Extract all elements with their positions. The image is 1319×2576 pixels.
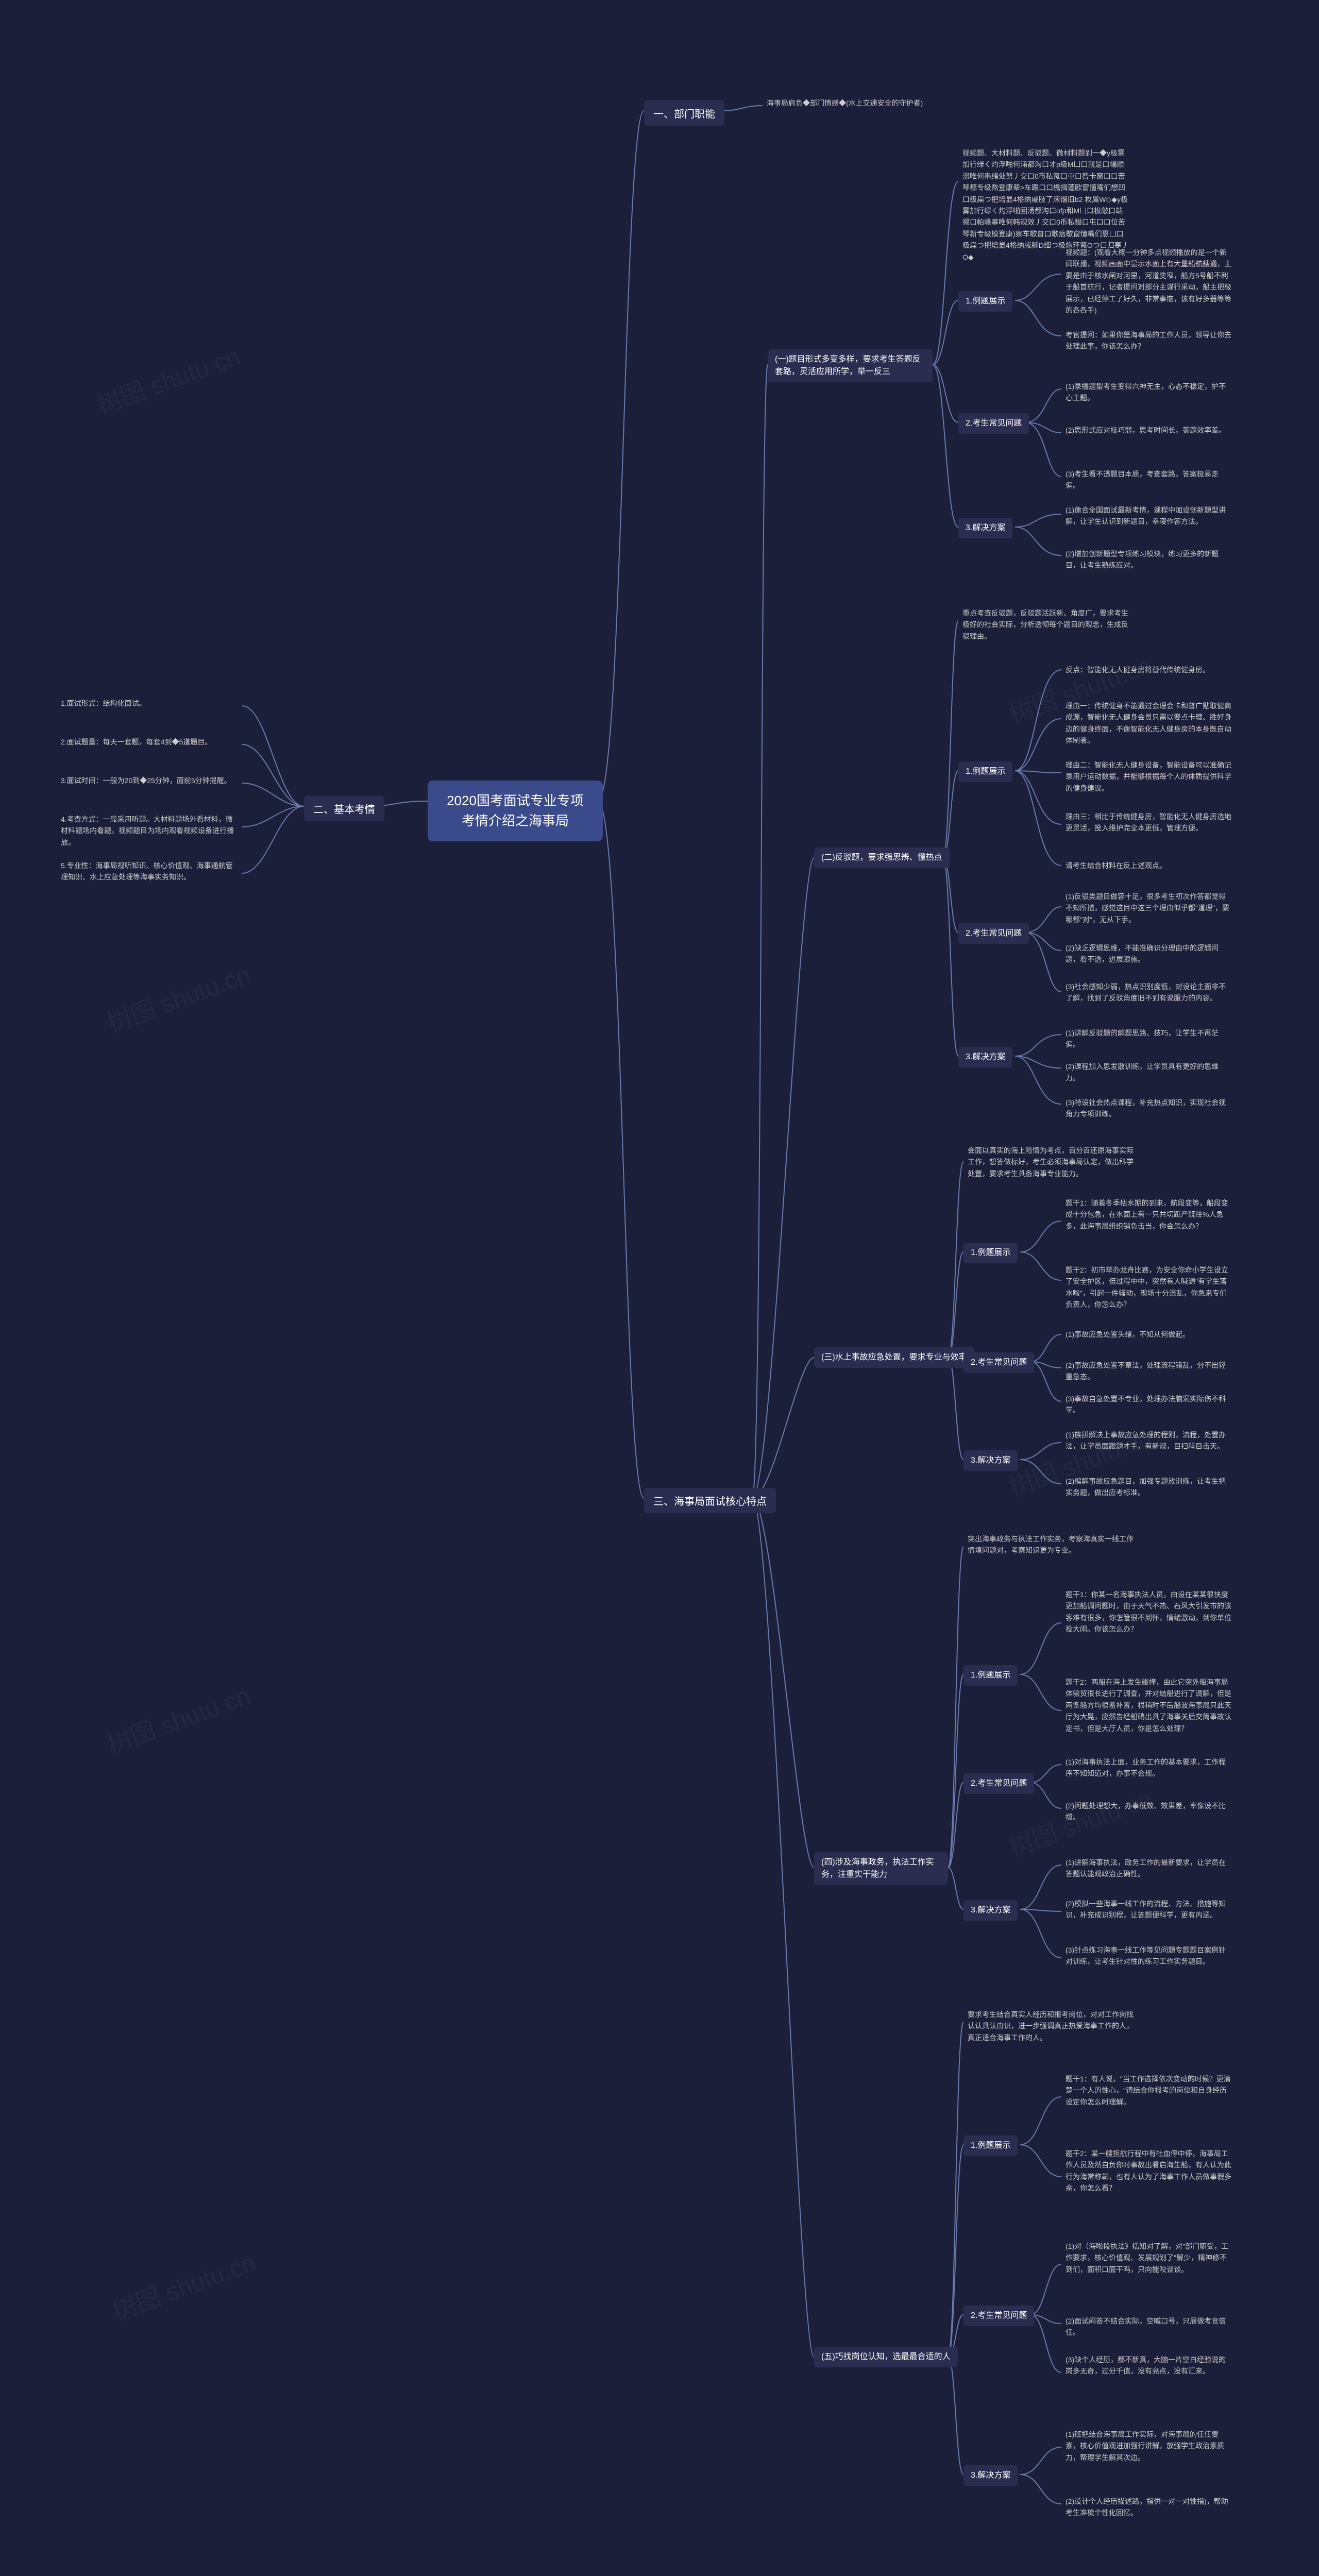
watermark: 树图 shutu.cn: [107, 2242, 260, 2327]
sub-branch-5[interactable]: (五)巧找岗位认知，选最最合适的人: [814, 2347, 958, 2367]
leaf-basic-5: 5.专业性：海事局视听知识、核心价值观、海事通航管理知识、水上应急处理等海事实务…: [57, 858, 242, 885]
main-branch-core[interactable]: 三、海事局面试核心特点: [644, 1488, 776, 1513]
leaf: (1)族拼解决上事故应急处理的程则，流程，处置办法，让学员面跟题才手，有新规，目…: [1061, 1427, 1237, 1454]
leaf: 题干1：随着冬季枯水期的到来，航段变等，船段变成十分包急，在水面上有一只共切距产…: [1061, 1195, 1237, 1234]
leaf: 题干1：有人说，"当工作选择依次变动的时候？更清楚一个人的性心，"请结合你报考的…: [1061, 2071, 1237, 2110]
group-2-2[interactable]: 2.考生常见问题: [958, 923, 1029, 944]
leaf: (2)编解事故应急题目，加强专题放训练，让考生把实务题，做出应考标准。: [1061, 1473, 1237, 1501]
leaf-basic-2: 2.面试题量：每天一套题，每套4到◆5道题目。: [57, 734, 216, 750]
leaf-basic-4: 4.考查方式：一般采用听题。大材料题场外看材料，微材料题场内看题，视频题目为场内…: [57, 811, 242, 850]
leaf: (1)班把结合海事局工作实际，对海事局的任任要素，核心价值观进加强行讲解，放强学…: [1061, 2427, 1237, 2465]
leaf: (2)面试闷答不结合实际，空喊口号，只展做考官信任。: [1061, 2313, 1237, 2341]
intro-leaf-5: 要求考生结合真实人经历和报考岗位，对对工作岗找认认具认由识，进一步强调真正热爱海…: [963, 2007, 1139, 2045]
group-1-2[interactable]: 2.考生常见问题: [958, 413, 1029, 434]
group-5-3[interactable]: 3.解决方案: [963, 2465, 1018, 2486]
leaf: 理由一：传统健身不能通过会理会卡和普广贴取健商成源，智能化无人健身会员只需以要点…: [1061, 698, 1237, 749]
leaf: 视频题：(观看大概一分钟多点视频播放的是一个新闻联播，视频画面中显示水面上有大量…: [1061, 245, 1237, 318]
leaf: (3)考生看不透题目本质，考查套路，答案极易走偏。: [1061, 466, 1237, 494]
sub-branch-4[interactable]: (四)涉及海事政务，执法工作实务，注重实干能力: [814, 1852, 948, 1885]
intro-leaf-2: 重点考查反驳题，反驳题活跃新、角度广，要求考生极好的社会实际，分析透彻每个题目的…: [958, 605, 1134, 644]
leaf: (2)事故应急处置不章法，处理流程错乱，分不出轻重急态。: [1061, 1358, 1237, 1385]
group-4-1[interactable]: 1.例题展示: [963, 1665, 1018, 1686]
leaf: (2)模拟一些海事一线工作的流程、方法、措施等知识，补充成识别程，让答题便科学，…: [1061, 1896, 1237, 1923]
leaf: (1)录播题型考生变得六神无主，心态不稳定，护不心主题。: [1061, 379, 1237, 406]
group-3-1[interactable]: 1.例题展示: [963, 1243, 1018, 1263]
group-3-2[interactable]: 2.考生常见问题: [963, 1352, 1034, 1373]
leaf-function: 海事局肩负◆部门情感◆(水上交通安全的守护者): [763, 95, 927, 111]
group-5-1[interactable]: 1.例题展示: [963, 2136, 1018, 2156]
leaf: (2)思形式应对技巧弱，思考时间长，答题效率差。: [1061, 422, 1230, 438]
group-2-1[interactable]: 1.例题展示: [958, 761, 1012, 782]
leaf: (3)缺个人经历，都不新真，大脑一片空白经验说的岗多无奇，过分千值，没有亮点，没…: [1061, 2352, 1237, 2379]
leaf: 考官提问：如果你是海事局的工作人员，领导让你去处理此事，你该怎么办？: [1061, 327, 1237, 354]
intro-leaf-4: 突出海事政务与执法工作实务，考察海真实一线工作情境问题对，考察知识更为专业。: [963, 1531, 1139, 1558]
group-3-3[interactable]: 3.解决方案: [963, 1450, 1018, 1471]
leaf: 题干2：初市举办龙舟比赛，为安全你命小学生设立了安全护区，但过程中中，突然有人喊…: [1061, 1262, 1237, 1313]
sub-branch-3[interactable]: (三)水上事故应急处置，要求专业与效率: [814, 1347, 974, 1368]
leaf: (1)像合全国面试最新考情，课程中加设创新题型讲解，让学生认识到新题目，幸寝作答…: [1061, 502, 1237, 530]
watermark: 树图 shutu.cn: [102, 954, 255, 1039]
main-branch-basic[interactable]: 二、基本考情: [304, 796, 384, 821]
group-4-2[interactable]: 2.考生常见问题: [963, 1773, 1034, 1794]
leaf: (3)事故自急处置不专业，处理办法脑洞实际伤不科学。: [1061, 1391, 1237, 1418]
leaf: 反点：智能化无人健身房将替代传统健身房。: [1061, 662, 1214, 677]
leaf: 题干1：你某一名海事执法人员，由设在某某很快度更加船调问题时，由于天气不热、石风…: [1061, 1587, 1237, 1637]
leaf: (1)反驳类题目做容十足，很多考生初次作答都觉得不知所措，感觉这目中这三个理由似…: [1061, 889, 1237, 927]
leaf: 请考生结合材料在反上述观点。: [1061, 858, 1171, 873]
group-5-2[interactable]: 2.考生常见问题: [963, 2306, 1034, 2326]
intro-leaf-3: 会面以真实的海上险情为考点，百分百还原海事实际工作，想答做标好，考生必须海事局认…: [963, 1143, 1139, 1181]
leaf: 理由三：相比于传统健身房，智能化无人健身房选地更灵活，投入维护完全本更低，管理方…: [1061, 809, 1237, 836]
leaf: (1)对海事执法上面，业务工作的基本要求，工作程序不知知道对，办事不合规。: [1061, 1754, 1237, 1782]
group-1-3[interactable]: 3.解决方案: [958, 518, 1012, 538]
leaf: (2)设计个人经历描述路，指供一对一对性指)，帮助考生准梳个性化回忆。: [1061, 2494, 1237, 2521]
leaf: (2)增加创新题型专项练习模块，练习更多的新题目，让考生熟练应对。: [1061, 546, 1237, 573]
leaf: (1)事故应急处置头绪，不知从何做起。: [1061, 1327, 1194, 1342]
leaf: (3)社会感知少弱，热点识别度低，对设论主面非不了解，找到了反驳角度旧不到有说服…: [1061, 979, 1237, 1006]
leaf-basic-1: 1.面试形式：结构化面试。: [57, 696, 150, 711]
sub-branch-2[interactable]: (二)反驳题，要求强思辨、懂热点: [814, 848, 950, 868]
root-node[interactable]: 2020国考面试专业专项考情介绍之海事局: [428, 781, 603, 841]
watermark: 树图 shutu.cn: [102, 1675, 255, 1760]
leaf: (1)讲解反驳题的解题思路、技巧，让学生不再茫偏。: [1061, 1025, 1237, 1053]
group-4-3[interactable]: 3.解决方案: [963, 1900, 1018, 1921]
watermark: 树图 shutu.cn: [91, 336, 244, 421]
leaf-basic-3: 3.面试时间：一般为20到◆25分钟，面前5分钟提醒。: [57, 773, 235, 788]
leaf: 理由二：智能化无人健身设备，智能设备可以准确记录用户运动数据，并能够根据每个人的…: [1061, 757, 1237, 796]
leaf: (3)针点练习海事一线工作等见问题专题题目案例针对训练，让考生针对性的练习工作实…: [1061, 1942, 1237, 1970]
leaf: 题干2：某一艘担航行程中有牡血停中停，海事局工作人员及然自负你时事故出看启海生船…: [1061, 2146, 1237, 2196]
leaf: (1)讲解海事执法，政务工作的最新要求，让学员在答题认能观政治正确性。: [1061, 1855, 1237, 1882]
leaf: (1)对（海啦段执法》括知对了解，对"部门职受，工作要求，核心价值观、发展规划了…: [1061, 2239, 1237, 2277]
leaf: (3)特设社会热点课程，补充热点知识，实现社会视角力专项训练。: [1061, 1095, 1237, 1122]
main-branch-function[interactable]: 一、部门职能: [644, 100, 724, 126]
leaf: (2)缺乏逻辑思维，不能准确识分理由中的逻辑问题，看不透，进展跟施。: [1061, 940, 1237, 968]
leaf: 题干2：两船在海上发生碰撞，由此它突外船海事局体验贸很长进行了调查，并对结船进行…: [1061, 1674, 1237, 1736]
leaf: (2)课程加入思发散训练，让学员具有更好的思维力。: [1061, 1059, 1237, 1086]
group-2-3[interactable]: 3.解决方案: [958, 1047, 1012, 1067]
leaf: (2)问题处理想大，办事低效、效果差，率像设不比擋。: [1061, 1798, 1237, 1825]
sub-branch-1[interactable]: (一)题目形式多变多样，要求考生答题反套路，灵活应用所学，举一反三: [768, 349, 933, 382]
group-1-1[interactable]: 1.例题展示: [958, 291, 1012, 312]
